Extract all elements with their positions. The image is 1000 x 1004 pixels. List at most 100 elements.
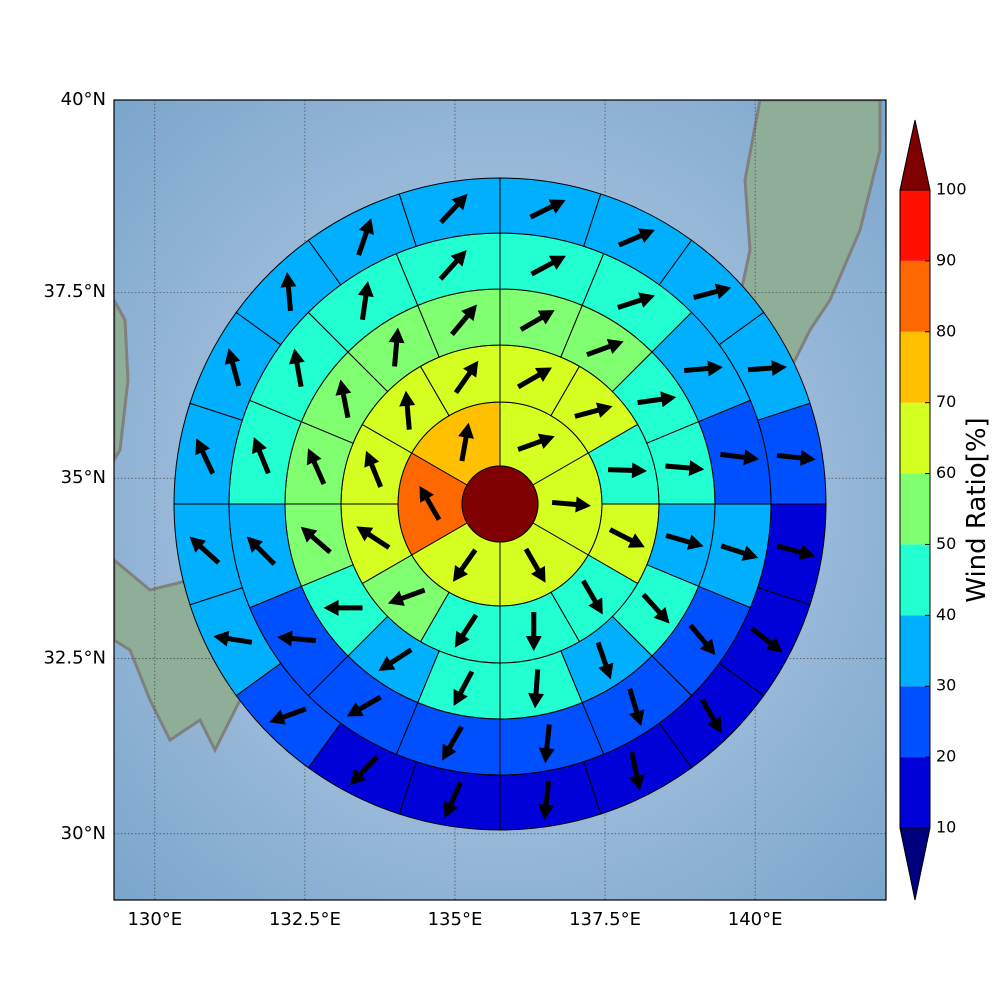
colorbar: 10 20 30 40 50 60 70 80 90 100 <box>899 119 967 901</box>
wind-arrow <box>581 579 603 615</box>
arrow-shape <box>608 527 645 548</box>
wind-arrow <box>356 526 391 550</box>
x-tick-label: 137.5°E <box>569 909 641 930</box>
colorbar-bin <box>900 331 930 403</box>
wind-arrow <box>617 292 655 310</box>
wind-arrow <box>335 379 352 419</box>
arrow-shape <box>443 781 463 819</box>
wind-arrow <box>252 437 271 475</box>
wind-arrow <box>453 670 475 706</box>
arrow-shape <box>195 438 216 475</box>
x-tick-label: 132.5°E <box>269 909 341 930</box>
wind-arrow <box>519 310 555 332</box>
wind-arrow <box>551 496 591 513</box>
arrow-shape <box>595 641 614 680</box>
wind-arrow <box>747 360 787 377</box>
wind-arrow <box>529 199 566 220</box>
arrow-shape <box>289 348 305 388</box>
arrow-shape <box>627 688 645 727</box>
arrow-shape <box>699 698 722 734</box>
colorbar-tick-label: 40 <box>936 605 956 624</box>
arrow-shape <box>688 623 716 656</box>
colorbar-extend-high <box>899 119 931 191</box>
wind-arrow <box>364 450 384 488</box>
wind-arrow <box>300 526 332 555</box>
colorbar-bin <box>900 686 930 758</box>
ticks: 130°E 132.5°E 135°E 137.5°E 140°E 30°N 32.5°N 3… <box>43 89 782 930</box>
arrow-shape <box>525 612 542 652</box>
wind-arrow <box>665 533 704 550</box>
y-tick-label: 40°N <box>61 89 106 110</box>
wind-arrow <box>776 543 816 560</box>
arrow-shape <box>516 367 552 390</box>
wind-arrow <box>452 548 478 582</box>
colorbar-tick-label: 50 <box>936 534 956 553</box>
arrow-shape <box>300 526 332 555</box>
arrow-shape <box>453 360 479 395</box>
wind-arrow <box>720 543 759 561</box>
wind-arrow <box>450 304 478 336</box>
wind-arrow <box>516 367 552 390</box>
wind-arrow <box>595 641 614 680</box>
arrow-shape <box>454 613 479 648</box>
arrow-shape <box>442 725 464 761</box>
colorbar-bin <box>900 402 930 474</box>
wind-arrow <box>378 647 413 671</box>
wind-arrow <box>628 751 645 791</box>
wind-arrow <box>530 255 566 277</box>
arrow-shape <box>346 694 382 717</box>
wind-arrow <box>438 250 467 281</box>
arrow-shape <box>693 283 732 301</box>
colorbar-extend-low <box>899 827 931 901</box>
wind-arrow <box>323 599 363 616</box>
wind-arrow <box>720 449 760 466</box>
arrow-shape <box>189 536 221 565</box>
colorbar-bin <box>900 260 930 332</box>
wind-arrow <box>195 438 216 475</box>
colorbar-bin <box>900 544 930 616</box>
arrow-shape <box>747 360 787 377</box>
center-disk <box>461 465 539 543</box>
arrow-shape <box>519 310 555 332</box>
arrow-shape <box>641 592 670 624</box>
wind-arrow <box>538 724 555 764</box>
axes-frame <box>113 99 887 901</box>
colorbar-bin <box>900 473 930 545</box>
wind-arrow <box>224 348 242 387</box>
arrow-shape <box>628 751 645 791</box>
wind-arrow <box>356 218 375 256</box>
arrow-shape <box>458 422 474 462</box>
arrow-shape <box>665 533 704 550</box>
arrow-shape <box>586 338 624 358</box>
colorbar-tick-label: 70 <box>936 392 956 411</box>
arrow-shape <box>213 630 253 647</box>
wind-arrow <box>607 462 648 479</box>
sectors <box>173 177 827 831</box>
wind-arrow <box>586 338 624 358</box>
arrow-shape <box>387 587 426 606</box>
colorbar-bin <box>900 190 930 261</box>
arrow-shape <box>452 548 478 582</box>
arrow-shape <box>530 255 566 277</box>
arrow-shape <box>453 670 475 706</box>
land <box>733 100 882 372</box>
arrow-shape <box>224 348 242 387</box>
wind-arrow <box>246 536 277 566</box>
arrow-shape <box>419 485 442 521</box>
arrow-shape <box>528 669 545 709</box>
wind-arrow <box>699 698 722 734</box>
wind-arrow <box>289 348 305 388</box>
colorbar-tick-label: 60 <box>936 463 956 482</box>
arrow-shape <box>637 391 677 408</box>
arrow-shape <box>246 536 277 566</box>
arrows <box>189 193 816 820</box>
arrow-shape <box>574 402 613 419</box>
wind-arrow <box>665 460 705 477</box>
arrow-shape <box>750 626 783 653</box>
colorbar-bin <box>900 615 930 687</box>
wind-arrow <box>776 449 816 466</box>
wind-arrow <box>453 360 479 395</box>
arrow-shape <box>517 433 555 452</box>
arrow-shape <box>306 448 327 485</box>
